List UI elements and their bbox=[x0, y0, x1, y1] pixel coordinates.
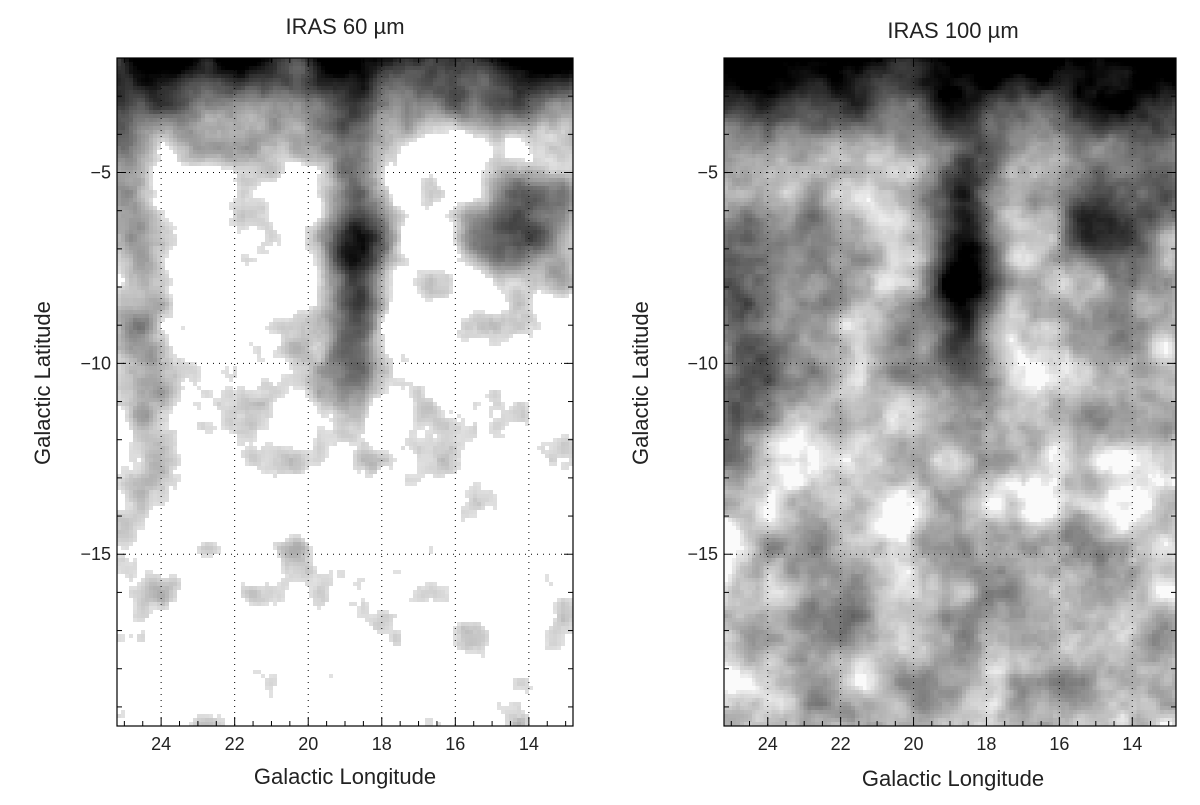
y-tick-label: −10 bbox=[80, 353, 111, 373]
x-tick-label: 14 bbox=[519, 734, 539, 754]
x-tick-label: 20 bbox=[298, 734, 318, 754]
y-tick-label: −15 bbox=[687, 544, 718, 564]
dust-emission-map bbox=[724, 58, 1176, 726]
x-tick-label: 22 bbox=[225, 734, 245, 754]
x-tick-label: 14 bbox=[1122, 734, 1142, 754]
panel-title: IRAS 100 µm bbox=[887, 18, 1019, 43]
x-tick-label: 20 bbox=[904, 734, 924, 754]
y-tick-label: −15 bbox=[80, 544, 111, 564]
sky-map-60um: 24 22 20 18 16 14 −5 −10 −15 bbox=[80, 57, 574, 754]
x-axis-label: Galactic Longitude bbox=[861, 766, 1045, 791]
x-tick-label: 24 bbox=[758, 734, 778, 754]
x-tick-label: 24 bbox=[151, 734, 171, 754]
dust-emission-map bbox=[117, 58, 573, 726]
panel-iras-100: IRAS 100 µm Galactic Latitude Galactic L… bbox=[600, 0, 1200, 805]
y-tick-label: −10 bbox=[687, 353, 718, 373]
x-tick-label: 18 bbox=[372, 734, 392, 754]
sky-map-100um: 24 22 20 18 16 14 −5 −10 −15 bbox=[687, 57, 1177, 754]
x-axis-label: Galactic Longitude bbox=[253, 764, 437, 789]
y-tick-label: −5 bbox=[697, 163, 718, 183]
y-tick-label: −5 bbox=[90, 163, 111, 183]
panel-title: IRAS 60 µm bbox=[285, 14, 405, 39]
panel-iras-60: IRAS 60 µm Galactic Latitude Galactic Lo… bbox=[30, 14, 574, 789]
x-tick-label: 18 bbox=[976, 734, 996, 754]
x-tick-label: 16 bbox=[1049, 734, 1069, 754]
x-tick-label: 16 bbox=[445, 734, 465, 754]
x-tick-label: 22 bbox=[831, 734, 851, 754]
